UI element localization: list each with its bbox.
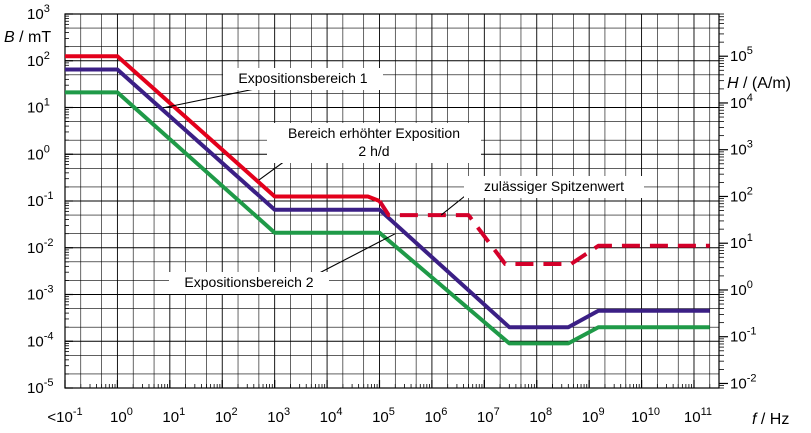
grid (64, 13, 719, 389)
annotation-box-expositionsbereich-2 (169, 272, 329, 294)
x-tick-label: 106 (425, 406, 448, 426)
y-tick-label: 100 (27, 143, 50, 163)
x-tick-label: 104 (320, 406, 343, 426)
y2-tick-label: 103 (730, 139, 753, 159)
y2-tick-label: 102 (730, 185, 753, 205)
series-line-purple (65, 67, 710, 330)
series-layer (65, 54, 710, 346)
x-axis-title: f / Hz (752, 411, 789, 428)
y-tick-label: 102 (27, 50, 50, 70)
y-axis-title: B / mT (4, 29, 51, 46)
x-tick-label: 105 (372, 406, 395, 426)
y-tick-label: 10-1 (27, 190, 53, 210)
annotation-text-bereich-erhoehter-exposition: 2 h/d (358, 143, 389, 159)
x-tick-label: 109 (582, 406, 605, 426)
y2-tick-label: 10-2 (730, 372, 756, 392)
x-tick-label: 100 (110, 406, 133, 426)
y2-tick-label: 100 (730, 279, 753, 299)
x-tick-label: 1011 (684, 406, 712, 426)
x-tick-label: <10-1 (47, 406, 82, 426)
x-tick-label: 1010 (631, 406, 660, 426)
y-tick-label: 101 (27, 97, 50, 117)
annotation-box-bereich-erhoehter-exposition (267, 123, 481, 163)
y2-tick-label: 104 (730, 92, 753, 112)
y-tick-label: 10-3 (27, 284, 53, 304)
series-line-green (65, 90, 710, 346)
x-tick-label: 102 (215, 406, 238, 426)
annotation-text-expositionsbereich-2: Expositionsbereich 2 (184, 274, 313, 290)
y-tick-label: 10-2 (27, 237, 53, 257)
annotation-box-zulaessiger-spitzenwert (464, 176, 644, 198)
y2-axis-title: H / (A/m) (727, 75, 791, 92)
y-tick-label: 10-5 (27, 377, 53, 397)
y2-tick-label: 105 (730, 45, 753, 65)
series-line-red (65, 54, 381, 203)
axis-labels: <10-1 100 101 102 103 104 105 106 107 108 109 1010 1… (27, 3, 756, 426)
y2-tick-label: 101 (730, 232, 753, 252)
series-line-peak (377, 199, 710, 266)
annotation-layer: Expositionsbereich 1 Bereich erhöhter Exp… (164, 68, 644, 294)
annotation-text-expositionsbereich-1: Expositionsbereich 1 (238, 70, 367, 86)
y-tick-label: 10-4 (27, 330, 53, 350)
y2-tick-label: 10-1 (730, 326, 756, 346)
x-tick-label: 108 (529, 406, 552, 426)
x-tick-label: 101 (162, 406, 185, 426)
annotation-text-bereich-erhoehter-exposition: Bereich erhöhter Exposition (288, 125, 460, 141)
y-tick-label: 103 (27, 3, 50, 23)
annotation-text-zulaessiger-spitzenwert: zulässiger Spitzenwert (484, 178, 624, 194)
annotation-box-expositionsbereich-1 (223, 68, 383, 90)
axis-ticks (64, 13, 728, 389)
x-tick-label: 103 (267, 406, 290, 426)
x-tick-label: 107 (477, 406, 500, 426)
